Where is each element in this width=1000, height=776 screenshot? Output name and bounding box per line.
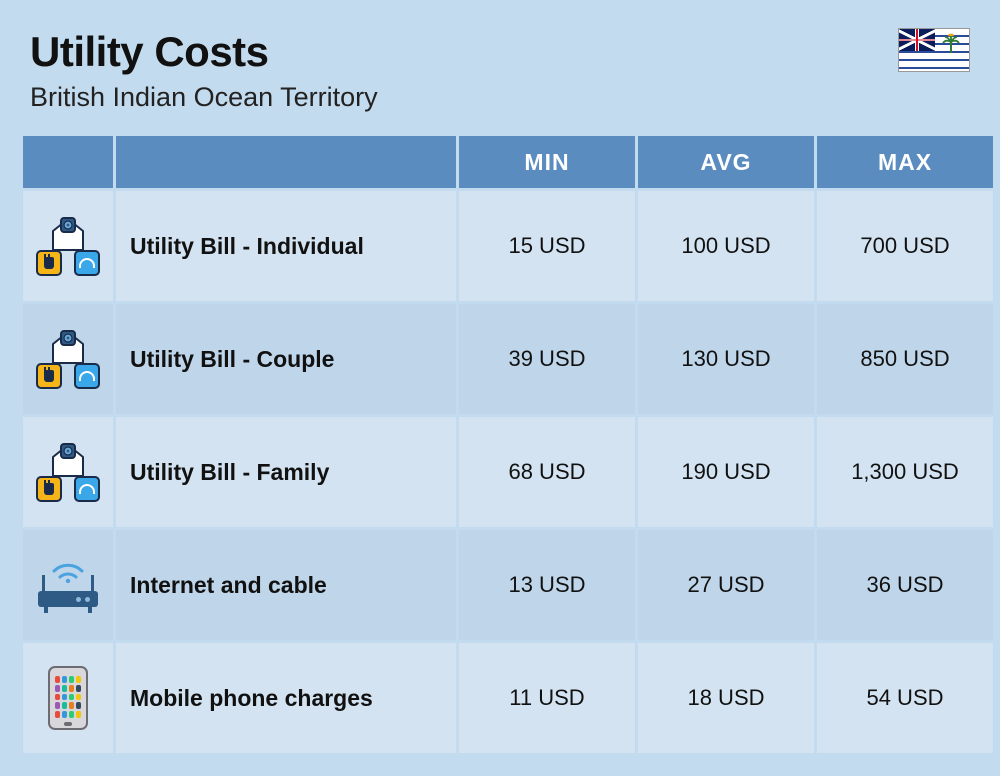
row-avg: 100 USD <box>638 191 814 301</box>
table-row: Utility Bill - Couple 39 USD 130 USD 850… <box>23 304 993 414</box>
utility-icon <box>36 216 100 276</box>
utility-icon <box>36 329 100 389</box>
header-max: MAX <box>817 136 993 188</box>
table-header-row: MIN AVG MAX <box>23 136 993 188</box>
utility-icon <box>36 442 100 502</box>
row-icon-cell <box>23 191 113 301</box>
row-avg: 27 USD <box>638 530 814 640</box>
plug-icon <box>36 476 62 502</box>
header-blank-icon <box>23 136 113 188</box>
cost-table: MIN AVG MAX Utility Bill - Individual 15… <box>20 133 996 756</box>
water-icon <box>74 476 100 502</box>
row-label: Internet and cable <box>116 530 456 640</box>
row-min: 68 USD <box>459 417 635 527</box>
row-icon-cell <box>23 643 113 753</box>
row-max: 36 USD <box>817 530 993 640</box>
page-subtitle: British Indian Ocean Territory <box>30 82 378 113</box>
row-min: 13 USD <box>459 530 635 640</box>
header-min: MIN <box>459 136 635 188</box>
flag-icon <box>898 28 970 72</box>
row-min: 11 USD <box>459 643 635 753</box>
title-block: Utility Costs British Indian Ocean Terri… <box>30 28 378 113</box>
header-avg: AVG <box>638 136 814 188</box>
page-title: Utility Costs <box>30 28 378 76</box>
row-icon-cell <box>23 304 113 414</box>
row-min: 39 USD <box>459 304 635 414</box>
row-icon-cell <box>23 530 113 640</box>
table-row: Mobile phone charges 11 USD 18 USD 54 US… <box>23 643 993 753</box>
plug-icon <box>36 250 62 276</box>
row-label: Utility Bill - Individual <box>116 191 456 301</box>
row-max: 850 USD <box>817 304 993 414</box>
phone-icon <box>48 666 88 730</box>
header-blank-label <box>116 136 456 188</box>
page-header: Utility Costs British Indian Ocean Terri… <box>20 28 980 133</box>
row-label: Utility Bill - Family <box>116 417 456 527</box>
row-max: 1,300 USD <box>817 417 993 527</box>
router-icon <box>38 557 98 613</box>
row-avg: 190 USD <box>638 417 814 527</box>
table-row: Utility Bill - Individual 15 USD 100 USD… <box>23 191 993 301</box>
row-min: 15 USD <box>459 191 635 301</box>
table-row: Internet and cable 13 USD 27 USD 36 USD <box>23 530 993 640</box>
plug-icon <box>36 363 62 389</box>
row-label: Utility Bill - Couple <box>116 304 456 414</box>
row-max: 54 USD <box>817 643 993 753</box>
water-icon <box>74 250 100 276</box>
row-label: Mobile phone charges <box>116 643 456 753</box>
row-max: 700 USD <box>817 191 993 301</box>
table-row: Utility Bill - Family 68 USD 190 USD 1,3… <box>23 417 993 527</box>
row-icon-cell <box>23 417 113 527</box>
row-avg: 18 USD <box>638 643 814 753</box>
row-avg: 130 USD <box>638 304 814 414</box>
water-icon <box>74 363 100 389</box>
